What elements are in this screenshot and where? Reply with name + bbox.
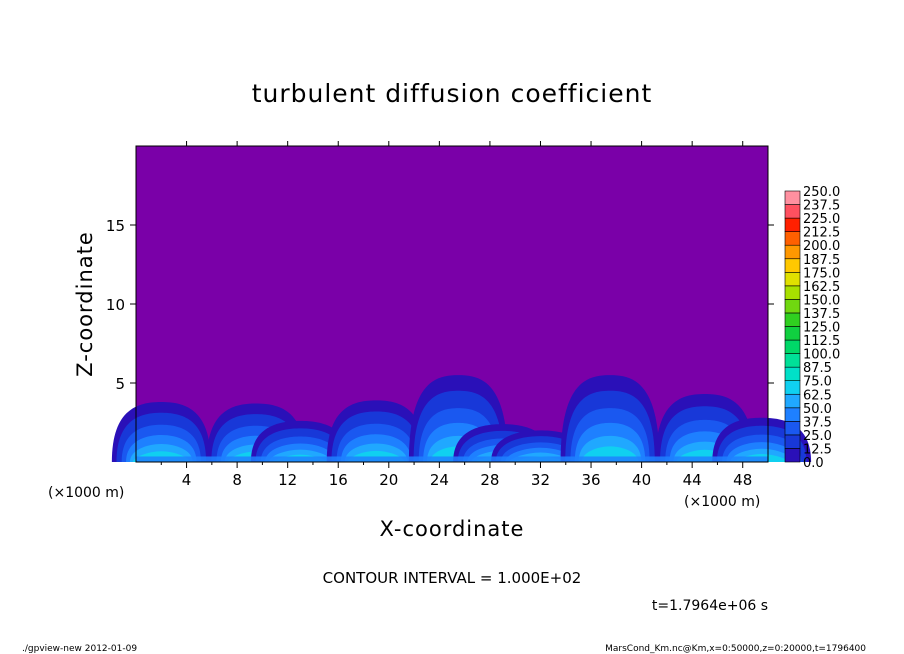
- x-tick-label: 44: [683, 471, 702, 489]
- colorbar-swatch: [784, 231, 801, 246]
- x-tick-label: 12: [278, 471, 297, 489]
- chart-title: turbulent diffusion coefficient: [252, 79, 653, 108]
- colorbar-swatch: [784, 190, 801, 205]
- time-label: t=1.7964e+06 s: [652, 598, 768, 614]
- colorbar-swatch: [784, 393, 801, 409]
- x-tick-label: 36: [581, 471, 600, 489]
- colorbar-label: 187.5: [803, 253, 840, 268]
- colorbar-swatch: [784, 299, 801, 314]
- colorbar-label: 37.5: [803, 415, 832, 430]
- colorbar-swatch: [784, 380, 801, 395]
- x-unit-left: (×1000 m): [48, 485, 124, 501]
- colorbar-label: 250.0: [803, 185, 840, 200]
- colorbar-swatch: [784, 326, 801, 341]
- x-tick-label: 40: [632, 471, 651, 489]
- colorbar-swatch: [784, 407, 801, 422]
- x-unit-right: (×1000 m): [684, 494, 760, 510]
- colorbar-label: 237.5: [803, 199, 840, 214]
- x-axis-label: X-coordinate: [380, 517, 525, 541]
- colorbar-swatch: [784, 448, 801, 463]
- x-tick-label: 4: [182, 471, 192, 489]
- x-tick-label: 28: [480, 471, 499, 489]
- colorbar-label: 75.0: [803, 375, 832, 390]
- turbulence-field: [111, 375, 812, 463]
- colorbar-label: 87.5: [803, 361, 832, 376]
- footer-left: ./gpview-new 2012-01-09: [22, 644, 137, 654]
- colorbar-label: 0.0: [803, 456, 824, 471]
- colorbar-label: 137.5: [803, 307, 840, 322]
- colorbar-swatch: [784, 339, 801, 354]
- colorbar-label: 62.5: [803, 388, 832, 403]
- colorbar-swatch: [784, 258, 801, 273]
- contour-interval: CONTOUR INTERVAL = 1.000E+02: [323, 569, 582, 587]
- colorbar: 0.012.525.037.550.062.575.087.5100.0112.…: [784, 185, 840, 471]
- turbulence-plume: [326, 400, 426, 462]
- x-tick-label: 8: [232, 471, 242, 489]
- colorbar-label: 150.0: [803, 293, 840, 308]
- colorbar-label: 12.5: [803, 442, 832, 457]
- colorbar-label: 112.5: [803, 334, 840, 349]
- colorbar-swatch: [784, 353, 801, 368]
- footer-right: MarsCond_Km.nc@Km,x=0:50000,z=0:20000,t=…: [605, 644, 866, 654]
- colorbar-swatch: [784, 285, 801, 300]
- x-tick-label: 20: [379, 471, 398, 489]
- colorbar-swatch: [784, 312, 801, 327]
- colorbar-swatch: [784, 204, 801, 219]
- surface-layer: [136, 456, 768, 462]
- colorbar-swatch: [784, 421, 801, 436]
- colorbar-label: 212.5: [803, 226, 840, 241]
- y-axis-label: Z-coordinate: [73, 231, 97, 377]
- colorbar-label: 125.0: [803, 321, 840, 336]
- colorbar-label: 225.0: [803, 212, 840, 227]
- colorbar-swatch: [784, 366, 801, 381]
- colorbar-label: 175.0: [803, 266, 840, 281]
- y-ticks: 5 10 15: [106, 217, 774, 393]
- colorbar-swatch: [784, 434, 801, 449]
- colorbar-swatch: [784, 244, 801, 260]
- colorbar-label: 100.0: [803, 348, 840, 363]
- turbulence-plume: [250, 420, 350, 462]
- x-ticks: 4 8 12 16 20 24 28 32 36 40 44 48: [160, 141, 752, 489]
- y-tick-label: 5: [115, 375, 125, 393]
- x-tick-label: 24: [430, 471, 449, 489]
- y-tick-label: 10: [106, 296, 125, 314]
- x-tick-label: 48: [733, 471, 752, 489]
- colorbar-swatch: [784, 271, 801, 287]
- x-tick-label: 16: [329, 471, 348, 489]
- colorbar-label: 25.0: [803, 429, 832, 444]
- y-tick-label: 15: [106, 217, 125, 235]
- colorbar-label: 200.0: [803, 239, 840, 254]
- turbulence-plume: [560, 375, 660, 462]
- colorbar-swatch: [784, 217, 801, 232]
- colorbar-label: 162.5: [803, 280, 840, 295]
- x-tick-label: 32: [531, 471, 550, 489]
- colorbar-label: 50.0: [803, 402, 832, 417]
